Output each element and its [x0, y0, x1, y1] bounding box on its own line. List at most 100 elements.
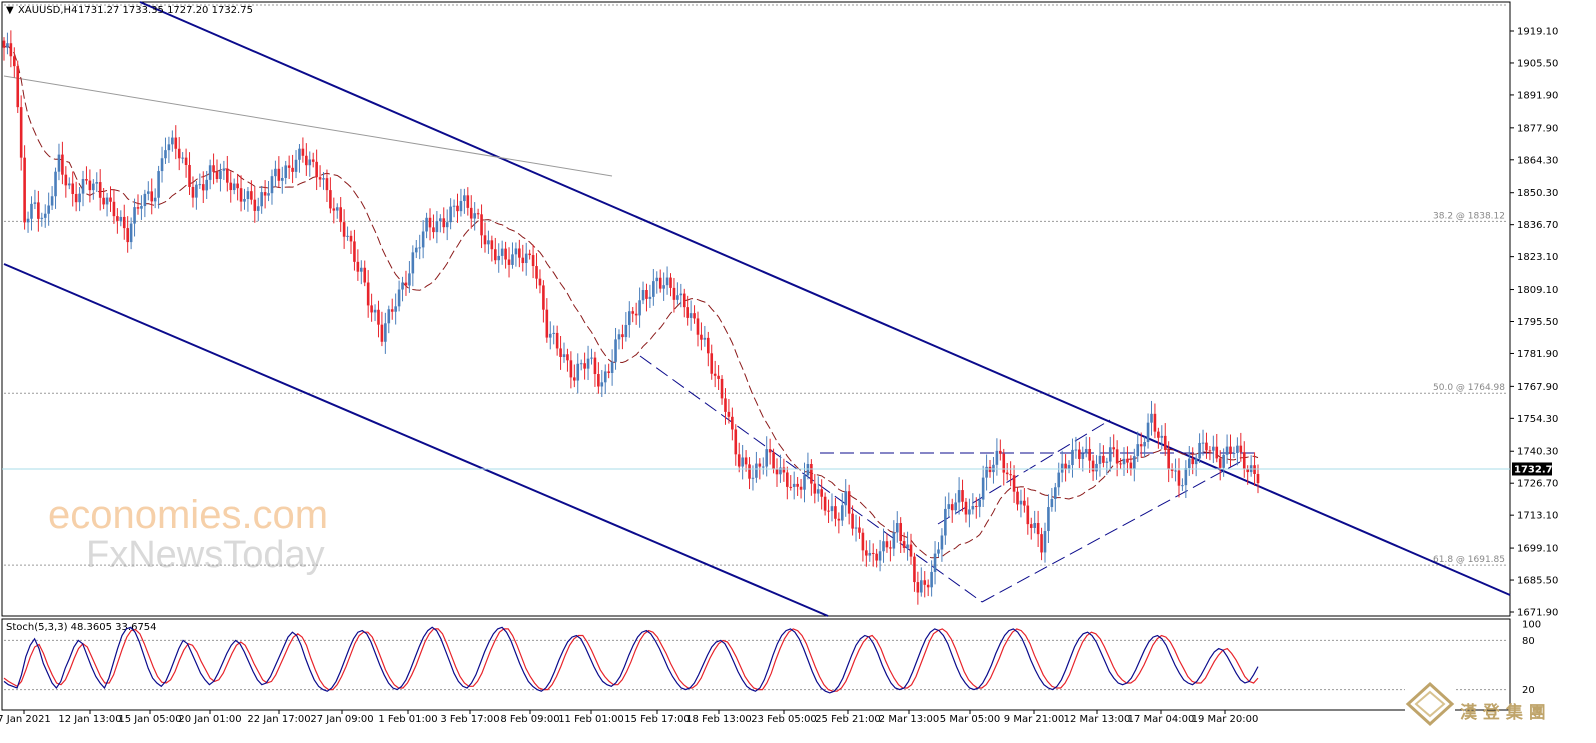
- candle: [1122, 447, 1126, 476]
- candle: [847, 484, 851, 525]
- candle: [397, 280, 401, 312]
- candle: [789, 475, 793, 491]
- candle: [126, 216, 129, 253]
- candle: [1150, 400, 1153, 436]
- price-tick-label: 1740.30: [1517, 447, 1558, 458]
- candle: [981, 465, 985, 507]
- candle: [710, 344, 714, 380]
- current-price-label: 1732.75: [1514, 464, 1560, 475]
- candle: [521, 244, 525, 272]
- time-tick-label: 20 Jan 01:00: [178, 714, 241, 725]
- candle: [796, 476, 799, 496]
- candle: [830, 493, 834, 522]
- candle: [301, 137, 305, 163]
- candle: [13, 47, 16, 78]
- candle: [493, 237, 497, 265]
- candle: [1212, 435, 1215, 463]
- fib-level-label: 61.8 @ 1691.85: [1433, 555, 1505, 565]
- candle: [648, 284, 652, 308]
- candle: [322, 172, 325, 190]
- candle: [573, 364, 576, 388]
- candle: [198, 173, 202, 189]
- candle: [524, 242, 528, 276]
- price-tick-label: 1726.70: [1517, 479, 1558, 490]
- time-tick-label: 5 Mar 05:00: [940, 714, 1000, 725]
- candle: [1115, 440, 1119, 477]
- candle: [985, 454, 988, 491]
- candlesticks: [2, 30, 1260, 605]
- candle: [280, 166, 284, 194]
- candle: [902, 532, 906, 553]
- candle: [837, 512, 841, 534]
- candle: [164, 137, 167, 164]
- candle: [1215, 433, 1219, 463]
- time-tick-label: 15 Jan 05:00: [118, 714, 181, 725]
- candle: [222, 160, 226, 180]
- candle: [153, 188, 157, 209]
- stoch-k-line: [3, 626, 1259, 694]
- price-tick-label: 1754.30: [1517, 414, 1558, 425]
- candle: [906, 531, 909, 561]
- candle: [335, 203, 339, 219]
- candle: [47, 192, 50, 226]
- candle: [703, 325, 707, 347]
- candle: [1012, 465, 1016, 503]
- stoch-levels: [4, 639, 1508, 691]
- candle: [421, 220, 425, 259]
- candle: [861, 528, 865, 562]
- candle: [889, 540, 892, 562]
- candle: [1201, 429, 1205, 456]
- time-tick-label: 2 Mar 13:00: [879, 714, 939, 725]
- candle: [507, 247, 511, 278]
- candle: [339, 197, 342, 232]
- header-arrow-icon: ▼: [6, 5, 14, 16]
- current-price-marker: 1732.75: [2, 462, 1560, 476]
- candle: [583, 352, 586, 380]
- candle: [456, 193, 459, 223]
- stoch-panel-frame: [1, 618, 1511, 711]
- candle: [1160, 425, 1164, 450]
- candle: [239, 175, 243, 212]
- candle: [810, 459, 813, 496]
- candle: [1105, 457, 1109, 475]
- candle: [518, 239, 521, 268]
- candle: [504, 241, 507, 269]
- candle: [768, 438, 772, 465]
- candle: [1153, 403, 1157, 439]
- candle: [854, 514, 858, 542]
- candle: [205, 170, 209, 199]
- candle: [26, 211, 30, 233]
- candle: [717, 365, 720, 390]
- candle: [1019, 489, 1023, 518]
- candle: [490, 235, 494, 262]
- candle: [219, 163, 222, 192]
- candle: [232, 178, 236, 195]
- candle: [724, 388, 727, 425]
- candle: [308, 151, 312, 177]
- candle: [1091, 454, 1095, 481]
- candle: [569, 351, 573, 389]
- candle: [256, 197, 260, 222]
- time-tick-label: 15 Feb 17:00: [624, 714, 690, 725]
- candle: [566, 348, 569, 372]
- candle: [98, 169, 102, 211]
- candle: [1205, 432, 1208, 459]
- candle: [146, 181, 150, 201]
- candle: [181, 152, 184, 164]
- candle: [23, 145, 26, 230]
- candle: [1143, 436, 1146, 458]
- candle: [6, 32, 9, 55]
- candle: [579, 359, 583, 371]
- candle: [414, 239, 418, 259]
- candle: [469, 195, 473, 229]
- candle: [432, 214, 435, 239]
- price-tick-label: 1864.30: [1517, 155, 1558, 166]
- candle: [813, 474, 817, 504]
- candle: [2, 37, 6, 61]
- candle: [325, 169, 329, 203]
- candle: [315, 149, 318, 191]
- candle: [1119, 458, 1122, 470]
- candle: [686, 295, 689, 326]
- stoch-axis: 100 80 20: [1522, 620, 1541, 697]
